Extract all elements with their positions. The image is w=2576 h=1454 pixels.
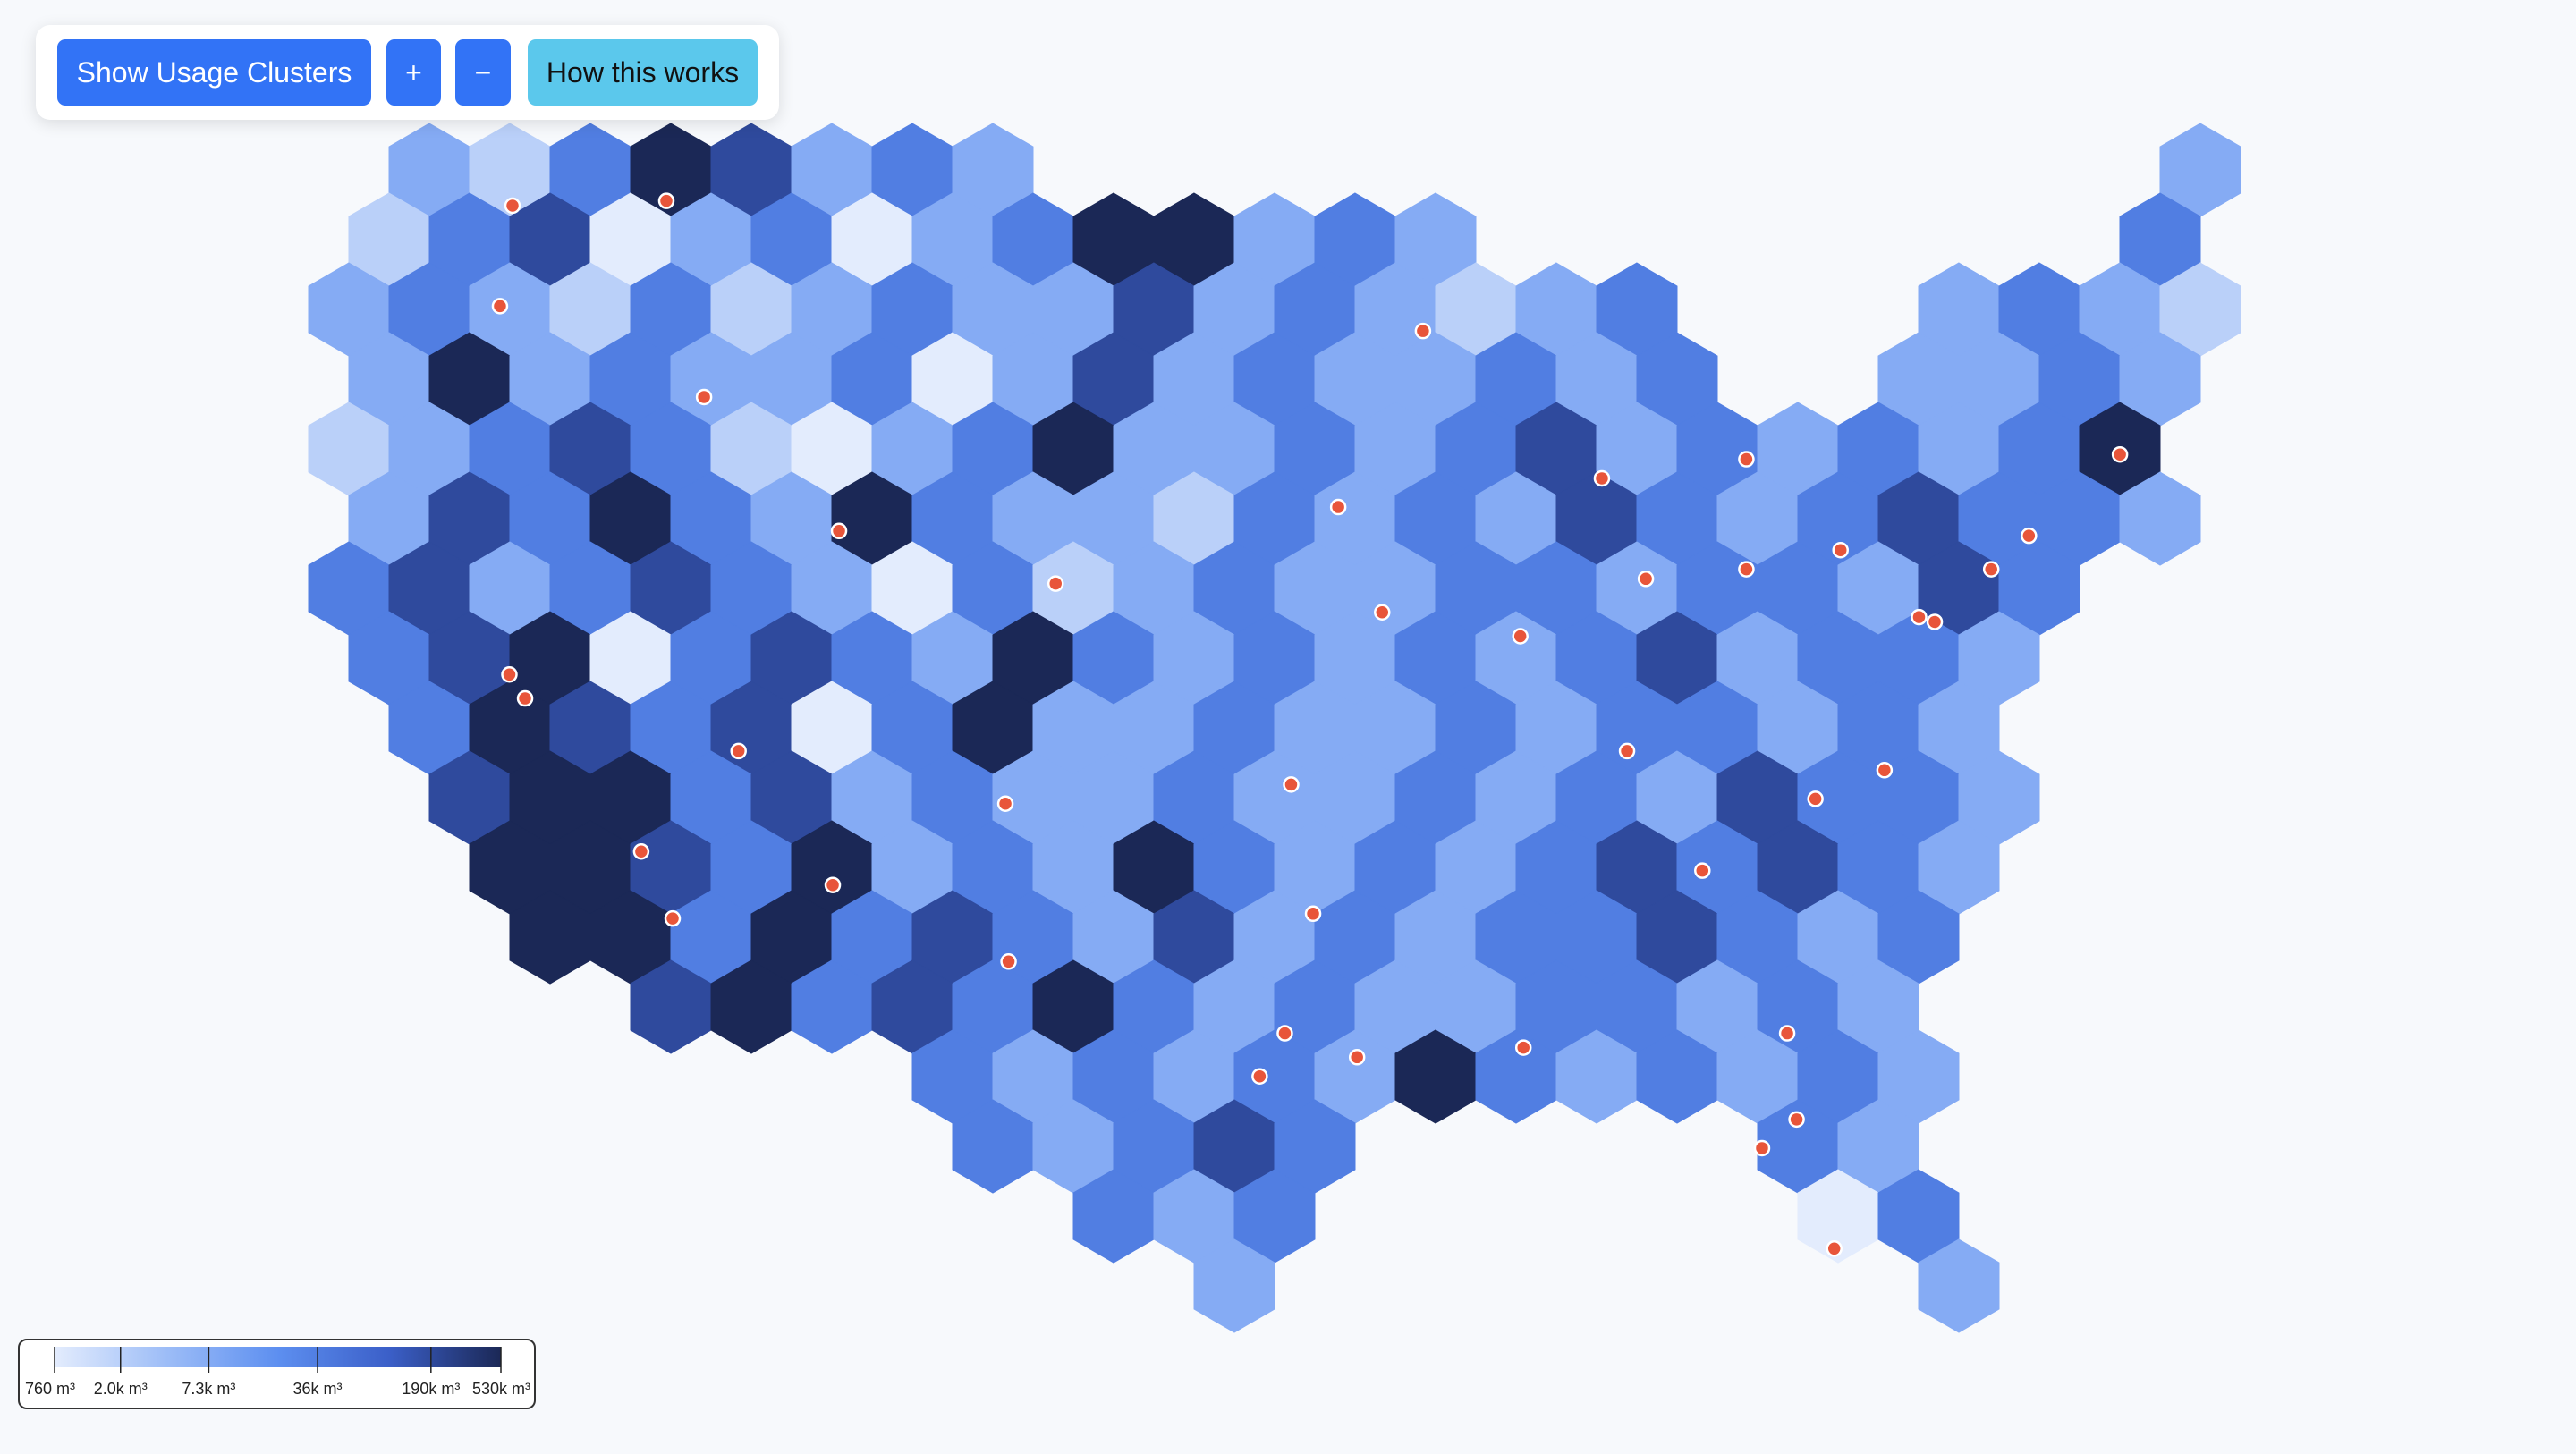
hexbin bbox=[1193, 1238, 1275, 1333]
hexbin bbox=[2119, 471, 2201, 566]
site bbox=[2021, 527, 2038, 545]
site bbox=[1512, 628, 1529, 645]
site bbox=[2111, 445, 2129, 463]
legend-tick-label: 7.3k m³ bbox=[182, 1380, 235, 1398]
site bbox=[824, 876, 842, 893]
site bbox=[1826, 1240, 1843, 1257]
site bbox=[1982, 561, 2000, 578]
site bbox=[1911, 608, 1928, 626]
site bbox=[1788, 1111, 1805, 1129]
site bbox=[1738, 451, 1755, 468]
site bbox=[1807, 790, 1824, 807]
site bbox=[1778, 1025, 1796, 1042]
zoom-out-button[interactable]: − bbox=[455, 39, 511, 106]
site bbox=[491, 298, 509, 315]
site bbox=[1753, 1139, 1771, 1157]
site bbox=[1876, 762, 1894, 779]
site bbox=[1637, 571, 1655, 588]
site bbox=[657, 192, 675, 209]
site bbox=[1046, 575, 1064, 592]
legend-tick-label: 190k m³ bbox=[402, 1380, 460, 1398]
site bbox=[830, 522, 848, 540]
help-button[interactable]: How this works bbox=[528, 39, 758, 106]
hexbin bbox=[1918, 1238, 2000, 1333]
site bbox=[1304, 905, 1322, 923]
site bbox=[1251, 1068, 1268, 1085]
legend-tick-label: 2.0k m³ bbox=[94, 1380, 148, 1398]
site bbox=[1832, 541, 1849, 559]
site bbox=[1694, 862, 1711, 879]
legend-scale: 760 m³ 2.0k m³ 7.3k m³ 36k m³ 190k m³ 530k m³ bbox=[25, 1347, 530, 1398]
control-panel: Show Usage Clusters + − How this works bbox=[36, 25, 779, 120]
site bbox=[1738, 561, 1755, 578]
site bbox=[501, 666, 518, 683]
legend-tick-label: 760 m³ bbox=[25, 1380, 75, 1398]
clusters-button[interactable]: Show Usage Clusters bbox=[57, 39, 371, 106]
site bbox=[1348, 1049, 1366, 1066]
color-ramp bbox=[55, 1347, 501, 1367]
legend: 760 m³ 2.0k m³ 7.3k m³ 36k m³ 190k m³ 530k m³ bbox=[18, 1339, 536, 1409]
site bbox=[730, 742, 747, 760]
site bbox=[1593, 469, 1611, 487]
site bbox=[1374, 604, 1391, 621]
site bbox=[1000, 953, 1017, 970]
site bbox=[1283, 776, 1300, 793]
zoom-in-button[interactable]: + bbox=[386, 39, 441, 106]
site bbox=[1514, 1039, 1532, 1056]
site bbox=[664, 909, 682, 927]
site bbox=[504, 197, 521, 215]
site bbox=[1329, 498, 1347, 516]
site bbox=[1618, 742, 1636, 760]
site bbox=[996, 795, 1014, 812]
site bbox=[632, 843, 650, 860]
legend-tick-label: 530k m³ bbox=[472, 1380, 530, 1398]
legend-tick-label: 36k m³ bbox=[293, 1380, 343, 1398]
site bbox=[516, 689, 534, 707]
site bbox=[695, 388, 713, 406]
site bbox=[1276, 1025, 1293, 1042]
site bbox=[1926, 613, 1944, 630]
site bbox=[1414, 322, 1432, 340]
